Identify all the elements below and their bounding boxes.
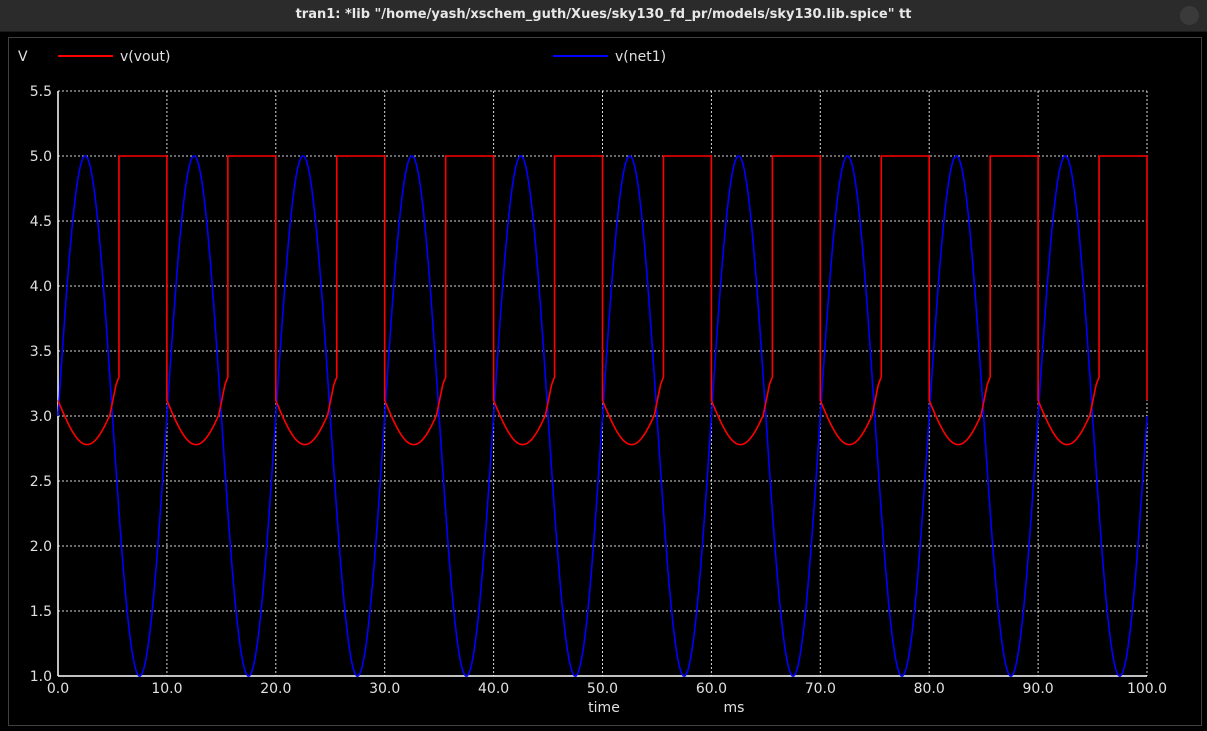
window-title: tran1: *lib "/home/yash/xschem_guth/Xues… bbox=[295, 7, 912, 22]
y-tick-label: 4.5 bbox=[30, 214, 52, 230]
y-tick-label: 4.0 bbox=[30, 279, 52, 295]
y-tick-label: 3.0 bbox=[30, 409, 52, 425]
y-tick-label: 2.0 bbox=[30, 539, 52, 555]
x-axis-label: time bbox=[588, 700, 620, 716]
y-tick-label: 3.5 bbox=[30, 344, 52, 360]
x-tick-label: 40.0 bbox=[478, 681, 509, 697]
x-tick-label: 50.0 bbox=[587, 681, 618, 697]
x-tick-label: 60.0 bbox=[696, 681, 727, 697]
series-line-v(vout) bbox=[57, 155, 1148, 446]
y-tick-label: 5.5 bbox=[30, 84, 52, 100]
close-button[interactable] bbox=[1180, 6, 1199, 25]
y-tick-label: 5.0 bbox=[30, 149, 52, 165]
x-tick-label: 90.0 bbox=[1023, 681, 1054, 697]
x-axis-unit: ms bbox=[724, 700, 745, 716]
legend-label-v(vout): v(vout) bbox=[120, 49, 170, 65]
y-tick-label: 2.5 bbox=[30, 474, 52, 490]
x-tick-label: 70.0 bbox=[805, 681, 836, 697]
x-tick-label: 0.0 bbox=[47, 681, 69, 697]
x-tick-label: 100.0 bbox=[1127, 681, 1167, 697]
window-titlebar: tran1: *lib "/home/yash/xschem_guth/Xues… bbox=[0, 0, 1207, 32]
y-tick-label: 1.0 bbox=[30, 669, 52, 685]
series-line-v(net1) bbox=[57, 155, 1148, 677]
legend-label-v(net1): v(net1) bbox=[615, 49, 666, 65]
x-tick-label: 10.0 bbox=[151, 681, 182, 697]
y-axis-label: V bbox=[18, 49, 28, 65]
x-tick-label: 80.0 bbox=[914, 681, 945, 697]
y-tick-label: 1.5 bbox=[30, 604, 52, 620]
x-tick-label: 20.0 bbox=[260, 681, 291, 697]
x-tick-label: 30.0 bbox=[369, 681, 400, 697]
